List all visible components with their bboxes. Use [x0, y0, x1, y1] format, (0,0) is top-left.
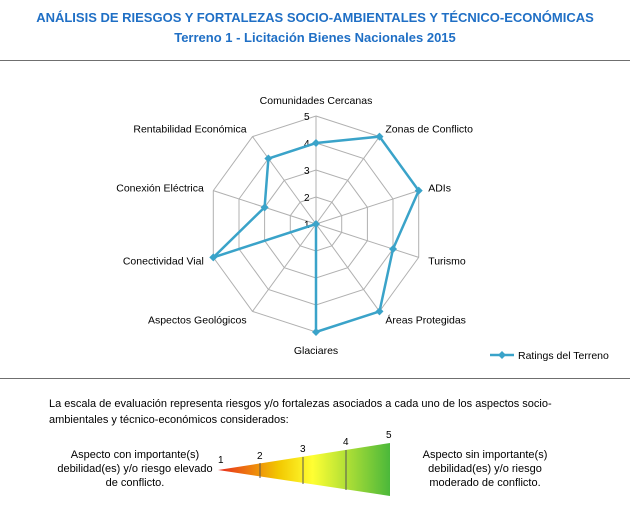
data-point-6: [312, 328, 320, 336]
radial-tick-label: 2: [304, 193, 310, 204]
scale-number-4: 4: [343, 437, 349, 448]
data-point-10: [264, 154, 273, 163]
legend: Ratings del Terreno: [490, 350, 609, 362]
category-label: Zonas de Conflicto: [385, 124, 473, 136]
data-point-1: [312, 139, 320, 147]
category-label: Aspectos Geológicos: [148, 315, 247, 327]
category-label: Conexión Eléctrica: [116, 183, 204, 195]
scale-number-5: 5: [386, 430, 392, 441]
page-title: ANÁLISIS DE RIESGOS Y FORTALEZAS SOCIO-A…: [36, 10, 594, 25]
top-divider: [0, 60, 630, 61]
page-subtitle: Terreno 1 - Licitación Bienes Nacionales…: [174, 30, 456, 45]
category-label: Conectividad Vial: [123, 256, 204, 268]
category-label: Áreas Protegidas: [385, 314, 466, 327]
scale-wedge: [218, 443, 390, 496]
category-label: ADIs: [428, 183, 451, 195]
scale-number-2: 2: [257, 451, 263, 462]
legend-label: Ratings del Terreno: [518, 350, 609, 362]
radial-axis-ticks: 1 2 3 4 5: [304, 112, 310, 231]
category-labels: Comunidades Cercanas Zonas de Conflicto AD…: [116, 95, 473, 357]
weak-aspect-note: Aspecto con importante(s) debilidad(es) …: [57, 449, 213, 489]
data-point-3: [414, 186, 423, 195]
scale-number-1: 1: [218, 455, 224, 466]
data-point-4: [389, 245, 398, 254]
grid-spoke: [315, 136, 380, 225]
grid-spoke: [252, 223, 317, 312]
series-line: [209, 132, 423, 336]
scale-description: La escala de evaluación representa riesg…: [49, 398, 552, 426]
radar-chart: 1 2 3 4 5 Comunidades Cercanas Zonas de Confl…: [116, 95, 609, 362]
radial-tick-label: 5: [304, 112, 310, 123]
data-point-5: [375, 307, 384, 316]
grid-spoke: [315, 223, 419, 258]
scale-number-3: 3: [300, 444, 306, 455]
category-label: Comunidades Cercanas: [260, 95, 373, 107]
bottom-divider: [0, 378, 630, 379]
category-label: Glaciares: [294, 345, 338, 357]
legend-swatch-marker: [498, 351, 506, 359]
grid-spoke: [315, 223, 380, 312]
data-point-9: [260, 203, 269, 212]
data-point-8: [209, 253, 218, 262]
grid-spoke: [252, 136, 317, 225]
category-label: Rentabilidad Económica: [133, 124, 246, 136]
data-point-7: [312, 220, 320, 228]
data-point-2: [375, 132, 384, 141]
radial-tick-label: 1: [304, 220, 310, 231]
category-label: Turismo: [428, 256, 466, 268]
radial-tick-label: 4: [304, 139, 310, 150]
radial-tick-label: 3: [304, 166, 310, 177]
strong-aspect-note: Aspecto sin importante(s) debilidad(es) …: [422, 449, 548, 489]
grid-spoke: [315, 190, 419, 225]
